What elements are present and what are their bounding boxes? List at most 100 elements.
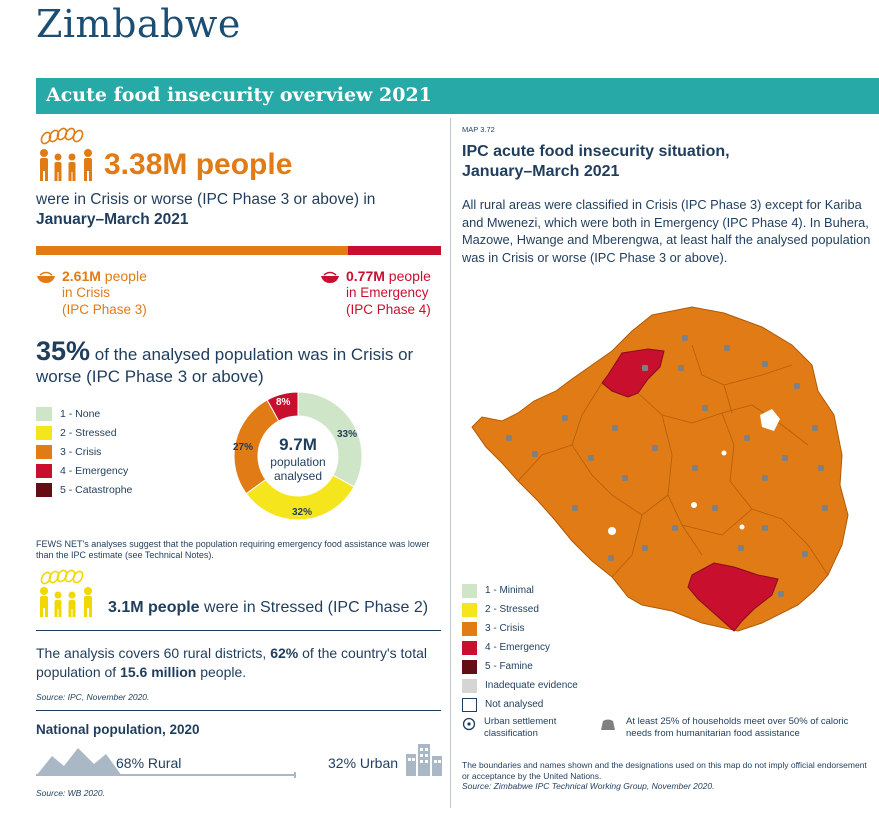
headline-text: were in Crisis or worse (IPC Phase 3 or … <box>36 190 436 230</box>
donut-slice <box>266 391 299 422</box>
map-legend-item: 4 - Emergency <box>462 638 578 657</box>
map-disclaimer: The boundaries and names shown and the d… <box>462 760 872 792</box>
coverage-p3: people. <box>196 664 247 680</box>
phase-legend-label: 3 - Crisis <box>60 445 102 458</box>
map-legend-swatch <box>462 659 477 674</box>
map-legend-label: 5 - Famine <box>485 661 533 672</box>
map-id: MAP 3.72 <box>462 125 495 134</box>
phase-legend: 1 - None 2 - Stressed 3 - Crisis 4 - Emerge… <box>36 404 132 499</box>
map-legend-item: 5 - Famine <box>462 657 578 676</box>
headline-period: January–March 2021 <box>36 211 189 228</box>
divider <box>36 630 441 631</box>
donut-label-emergency: 8% <box>276 397 291 408</box>
phase-legend-swatch <box>36 482 52 497</box>
phase-legend-swatch <box>36 406 52 421</box>
map-legend-swatch <box>462 621 477 636</box>
map-legend-swatch <box>462 640 477 655</box>
map-legend: 1 - Minimal 2 - Stressed 3 - Crisis 4 - Eme… <box>462 581 578 714</box>
assistance-legend: At least 25% of households meet over 50%… <box>600 716 850 740</box>
phase3-num: 2.61M <box>62 268 101 284</box>
district-boundaries <box>517 344 829 578</box>
assistance-markers <box>506 335 828 597</box>
phase-legend-item: 2 - Stressed <box>36 423 132 442</box>
population-donut <box>233 391 363 521</box>
country-title: Zimbabwe <box>36 2 241 46</box>
divider <box>36 710 441 711</box>
phase3-value: 2.61M people <box>36 268 216 284</box>
coverage-p2: of the country's total population of <box>36 645 427 680</box>
coverage-text: The analysis covers 60 rural districts, … <box>36 644 441 682</box>
phase4-block: 0.77M people in Emergency (IPC Phase 4) <box>320 268 445 318</box>
phase3-line2: (IPC Phase 3) <box>62 302 147 317</box>
map-legend-item: Not analysed <box>462 695 578 714</box>
map-legend-label: 1 - Minimal <box>485 585 534 596</box>
phase3-unit: people <box>100 268 147 284</box>
map-legend-item: Inadequate evidence <box>462 676 578 695</box>
rural-share: 68% Rural <box>116 755 182 771</box>
bowl-icon <box>321 271 339 283</box>
phase-legend-label: 5 - Catastrophe <box>60 483 133 496</box>
phase-legend-swatch <box>36 444 52 459</box>
ipc-map <box>471 306 849 632</box>
phase-legend-swatch <box>36 425 52 440</box>
disclaimer-text: The boundaries and names shown and the d… <box>462 760 867 781</box>
phase3-block: 2.61M people in Crisis (IPC Phase 3) <box>36 268 216 318</box>
urban-settlement-icon <box>462 717 476 731</box>
map-legend-swatch <box>462 602 477 617</box>
headline-number: 3.38M people <box>104 148 293 181</box>
source-wb: Source: WB 2020. <box>36 788 105 798</box>
crisis-split-bar <box>36 246 441 255</box>
phase-legend-label: 1 - None <box>60 407 101 420</box>
map-legend-swatch <box>462 678 477 693</box>
phase3-segment <box>36 246 348 255</box>
analysed-share: 35% of the analysed population was in Cr… <box>36 338 436 388</box>
phase4-num: 0.77M <box>346 268 385 284</box>
map-title: IPC acute food insecurity situation, Jan… <box>462 143 730 180</box>
section-banner: Acute food insecurity overview 2021 <box>36 78 879 114</box>
source-ipc: Source: IPC, November 2020. <box>36 692 150 702</box>
map-legend-swatch <box>462 583 477 598</box>
map-emergency-kariba <box>601 348 665 398</box>
fews-note: FEWS NET's analyses suggest that the pop… <box>36 539 430 560</box>
map-legend-item: 1 - Minimal <box>462 581 578 600</box>
map-description: All rural areas were classified in Crisi… <box>462 197 871 265</box>
map-legend-item: 2 - Stressed <box>462 600 578 619</box>
grain-icon <box>40 127 84 145</box>
phase4-unit: people <box>384 268 431 284</box>
map-legend-label: 3 - Crisis <box>485 623 525 634</box>
map-legend-item: 3 - Crisis <box>462 619 578 638</box>
phase-legend-item: 4 - Emergency <box>36 461 132 480</box>
coverage-p1: The analysis covers 60 rural districts, <box>36 645 271 661</box>
assistance-bag-icon <box>601 719 615 730</box>
donut-label-none: 33% <box>337 429 358 440</box>
phase-legend-item: 3 - Crisis <box>36 442 132 461</box>
urban-legend: Urban settlement classification <box>462 716 584 740</box>
population-graphic <box>36 744 442 778</box>
phase-legend-label: 4 - Emergency <box>60 464 129 477</box>
phase-legend-item: 1 - None <box>36 404 132 423</box>
phase4-line1: in Emergency <box>346 285 429 300</box>
map-legend-label: Not analysed <box>485 699 544 710</box>
donut-value: 9.7M <box>279 435 317 454</box>
map-legend-swatch <box>462 697 477 712</box>
map-emergency-mwenezi <box>687 562 779 632</box>
map-legend-label: 4 - Emergency <box>485 642 551 653</box>
phase-legend-label: 2 - Stressed <box>60 426 117 439</box>
analysed-pct: 35% <box>36 336 91 366</box>
map-crisis-area <box>471 306 849 632</box>
phase-legend-item: 5 - Catastrophe <box>36 480 132 499</box>
headline-line: were in Crisis or worse (IPC Phase 3 or … <box>36 191 376 208</box>
phase4-line2: (IPC Phase 4) <box>346 302 431 317</box>
analysed-text: of the analysed population was in Crisis… <box>36 345 414 386</box>
donut-label-crisis: 27% <box>233 442 254 453</box>
map-legend-label: 2 - Stressed <box>485 604 539 615</box>
donut-label1: population <box>270 455 326 469</box>
rural-line <box>36 774 294 776</box>
stressed-num: 3.1M people <box>108 599 200 616</box>
phase4-value: 0.77M people <box>320 268 445 284</box>
donut-label-stressed: 32% <box>292 507 313 518</box>
banner-title: Acute food insecurity overview 2021 <box>46 84 432 106</box>
people-icon <box>40 149 92 181</box>
urban-legend-label: Urban settlement classification <box>484 716 557 739</box>
stressed-line: 3.1M people were in Stressed (IPC Phase … <box>108 599 428 617</box>
